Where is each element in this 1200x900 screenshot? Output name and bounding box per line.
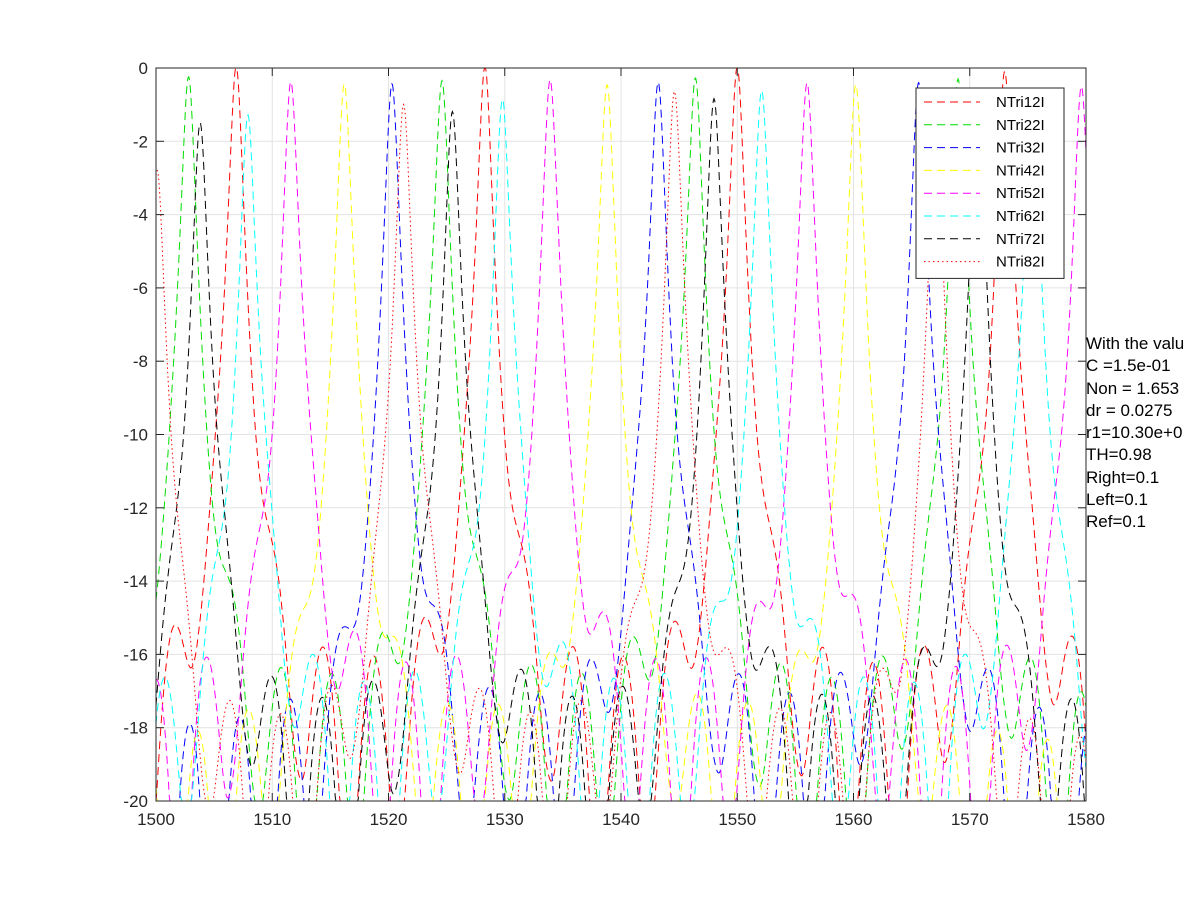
x-tick-label: 1550 xyxy=(718,810,756,829)
legend-label: NTri82I xyxy=(996,254,1045,271)
series-line-ntri72i xyxy=(156,97,1086,801)
tick-labels: 1500 1510 1520 1530 1540 1550 1560 1570 1580 0 -2 -… xyxy=(123,59,1104,829)
annotation-line: dr = 0.0275 xyxy=(1086,400,1173,420)
series-line-ntri22i xyxy=(156,75,1086,801)
x-tick-label: 1570 xyxy=(951,810,989,829)
x-tick-label: 1500 xyxy=(137,810,175,829)
annotation-line: Left=0.1 xyxy=(1086,490,1148,510)
annotation-line: Right=0.1 xyxy=(1086,467,1160,487)
y-tick-label: 0 xyxy=(139,59,148,78)
y-tick-label: -2 xyxy=(133,132,148,151)
series-line-ntri12i xyxy=(156,68,1086,801)
y-tick-label: -6 xyxy=(133,279,148,298)
annotation-line: With the valu xyxy=(1086,334,1185,353)
y-tick-label: -12 xyxy=(123,499,148,518)
series-line-ntri42i xyxy=(156,82,1086,801)
y-tick-label: -20 xyxy=(123,792,148,811)
x-tick-label: 1520 xyxy=(370,810,408,829)
series-line-ntri62i xyxy=(156,89,1086,801)
annotation-line: Non = 1.653 xyxy=(1086,378,1180,398)
legend-label: NTri22I xyxy=(996,117,1045,134)
y-tick-label: -10 xyxy=(123,426,148,445)
x-tick-label: 1560 xyxy=(835,810,873,829)
legend-label: NTri72I xyxy=(996,231,1045,248)
series-line-ntri32i xyxy=(156,80,1086,801)
axes xyxy=(155,67,1087,802)
legend-box xyxy=(915,87,1065,279)
legend: NTri12I NTri22I NTri32I NTri42I NTri52I NTri6… xyxy=(915,87,1065,279)
y-tick-label: -16 xyxy=(123,645,148,664)
x-tick-label: 1510 xyxy=(253,810,291,829)
y-tick-label: -14 xyxy=(123,572,148,591)
legend-label: NTri32I xyxy=(996,140,1045,157)
annotation-text: With the valu C =1.5e-01 Non = 1.653 dr … xyxy=(1086,333,1200,534)
y-tick-label: -4 xyxy=(133,206,148,225)
legend-label: NTri52I xyxy=(996,185,1045,202)
series-layer xyxy=(156,68,1086,801)
annotation-line: TH=0.98 xyxy=(1086,445,1152,465)
y-tick-label: -18 xyxy=(123,719,148,738)
x-tick-label: 1580 xyxy=(1067,810,1105,829)
legend-label: NTri12I xyxy=(996,94,1045,111)
annotation-line: r1=10.30e+0 xyxy=(1086,423,1183,443)
y-tick-label: -8 xyxy=(133,352,148,371)
x-tick-label: 1530 xyxy=(486,810,524,829)
series-line-ntri82i xyxy=(156,90,1086,801)
annotation-line: C =1.5e-01 xyxy=(1086,356,1171,376)
legend-label: NTri42I xyxy=(996,162,1045,179)
legend-label: NTri62I xyxy=(996,208,1045,225)
annotation-line: Ref=0.1 xyxy=(1086,512,1147,532)
series-line-ntri52i xyxy=(156,78,1086,801)
x-tick-label: 1540 xyxy=(602,810,640,829)
